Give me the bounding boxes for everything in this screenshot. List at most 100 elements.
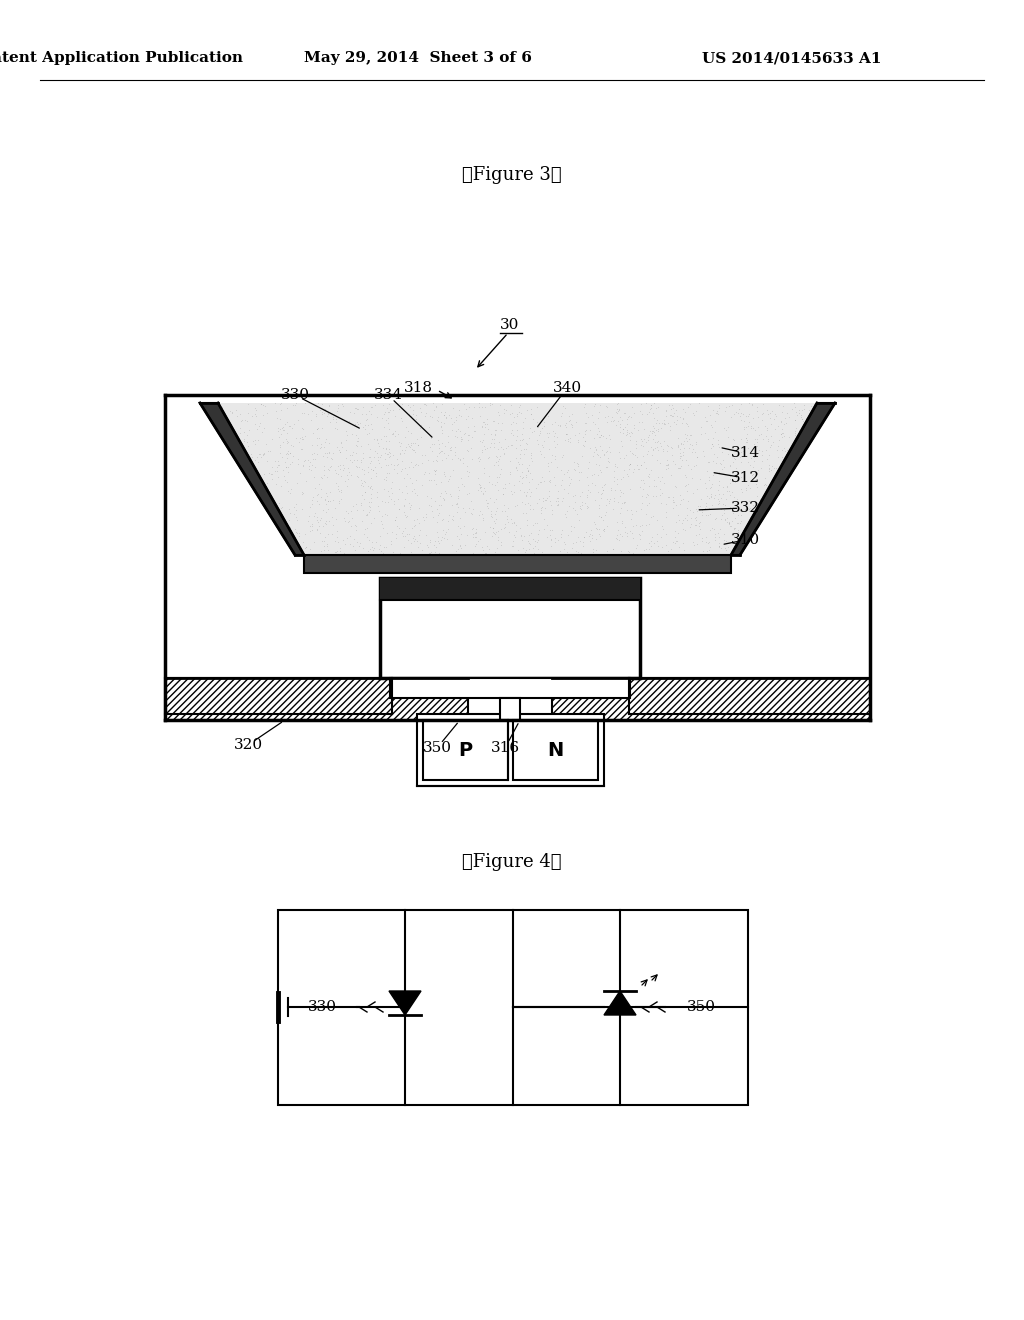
Point <box>749 486 765 507</box>
Point <box>259 450 275 471</box>
Point <box>658 507 675 528</box>
Point <box>506 512 522 533</box>
Point <box>647 425 664 446</box>
Point <box>378 536 394 557</box>
Point <box>438 521 455 543</box>
Point <box>641 463 657 484</box>
Point <box>304 455 321 477</box>
Point <box>621 458 637 479</box>
Point <box>734 441 751 462</box>
Point <box>342 525 358 546</box>
Point <box>397 525 414 546</box>
Point <box>399 395 416 416</box>
Point <box>705 450 721 471</box>
Point <box>694 504 711 525</box>
Point <box>390 488 407 510</box>
Point <box>791 420 807 441</box>
Point <box>638 458 654 479</box>
Point <box>562 409 579 430</box>
Point <box>742 454 759 475</box>
Point <box>396 488 413 510</box>
Point <box>672 492 688 513</box>
Point <box>253 393 269 414</box>
Text: US 2014/0145633 A1: US 2014/0145633 A1 <box>702 51 882 65</box>
Point <box>557 414 573 436</box>
Point <box>574 426 591 447</box>
Point <box>636 540 652 561</box>
Point <box>633 455 649 477</box>
Point <box>207 413 223 434</box>
Point <box>634 492 650 513</box>
Point <box>399 524 416 545</box>
Point <box>472 500 488 521</box>
Point <box>269 504 286 525</box>
Point <box>537 446 553 467</box>
Point <box>465 543 481 564</box>
Point <box>659 436 676 457</box>
Point <box>762 408 778 429</box>
Point <box>256 417 272 438</box>
Point <box>509 459 525 480</box>
Point <box>669 405 685 426</box>
Point <box>439 432 456 453</box>
Point <box>357 418 374 440</box>
Point <box>761 454 777 475</box>
Point <box>378 409 394 430</box>
Point <box>599 440 615 461</box>
Point <box>436 462 453 483</box>
Point <box>688 432 705 453</box>
Point <box>517 433 534 454</box>
Point <box>648 412 665 433</box>
Point <box>344 536 360 557</box>
Point <box>347 413 364 434</box>
Point <box>523 447 540 469</box>
Point <box>764 401 780 422</box>
Point <box>779 449 796 470</box>
Point <box>472 475 488 496</box>
Point <box>643 395 659 416</box>
Point <box>568 412 585 433</box>
Point <box>659 449 676 470</box>
Point <box>674 449 690 470</box>
Point <box>523 469 540 490</box>
Point <box>358 503 375 524</box>
Text: 330: 330 <box>308 1001 337 1014</box>
Point <box>673 433 689 454</box>
Point <box>295 531 311 552</box>
Point <box>473 396 489 417</box>
Point <box>304 519 321 540</box>
Point <box>302 496 318 517</box>
Point <box>306 466 323 487</box>
Point <box>279 412 295 433</box>
Point <box>445 412 462 433</box>
Point <box>560 483 577 504</box>
Point <box>419 535 435 556</box>
Point <box>380 418 396 440</box>
Point <box>385 424 401 445</box>
Point <box>649 440 666 461</box>
Point <box>293 440 309 461</box>
Point <box>805 422 821 444</box>
Point <box>337 511 353 532</box>
Point <box>383 471 399 492</box>
Point <box>513 440 529 461</box>
Point <box>757 467 773 488</box>
Point <box>335 395 351 416</box>
Point <box>279 447 295 469</box>
Point <box>649 531 666 552</box>
Point <box>421 494 437 515</box>
Point <box>693 528 710 549</box>
Point <box>396 502 413 523</box>
Point <box>454 426 470 447</box>
Point <box>294 482 310 503</box>
Point <box>524 498 541 519</box>
Point <box>252 444 268 465</box>
Point <box>482 437 499 458</box>
Point <box>757 416 773 437</box>
Point <box>435 404 452 425</box>
Point <box>580 474 596 495</box>
Point <box>632 412 648 433</box>
Point <box>554 491 570 512</box>
Point <box>566 458 583 479</box>
Point <box>667 532 683 553</box>
